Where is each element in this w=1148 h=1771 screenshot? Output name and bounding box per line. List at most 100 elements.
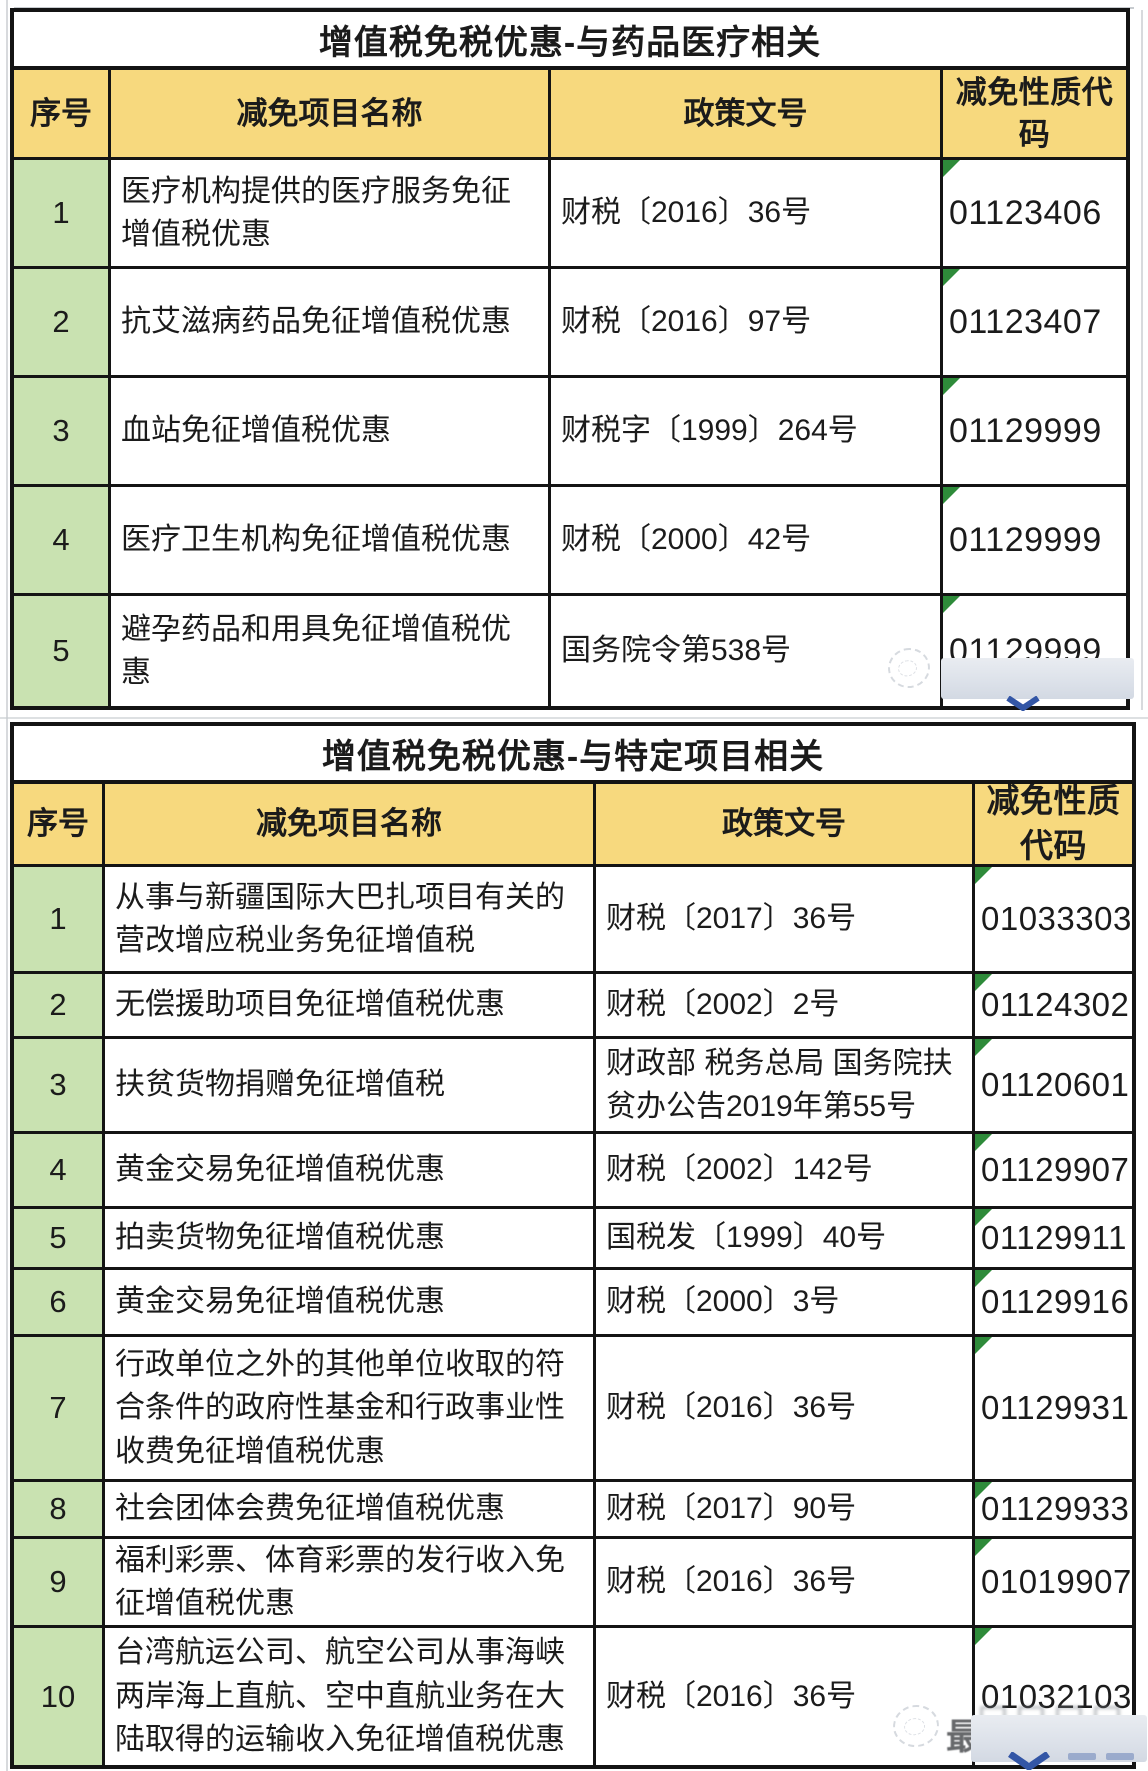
- code-cell[interactable]: 01019907: [975, 1539, 1132, 1625]
- policy-doc-cell[interactable]: 财税〔2016〕36号: [551, 160, 943, 266]
- table-row: 2 无偿援助项目免征增值税优惠 财税〔2002〕2号 01124302: [14, 974, 1132, 1039]
- policy-doc-cell[interactable]: 国税发〔1999〕40号: [596, 1209, 975, 1267]
- policy-doc-cell[interactable]: 财税〔2002〕2号: [596, 974, 975, 1036]
- project-name-cell[interactable]: 抗艾滋病药品免征增值税优惠: [111, 269, 551, 375]
- code-value: 01124302: [981, 986, 1130, 1023]
- table2-title-cell[interactable]: 增值税免税优惠-与特定项目相关: [14, 726, 1132, 784]
- header-cell-name[interactable]: 减免项目名称: [105, 784, 596, 864]
- policy-doc-cell[interactable]: 财税〔2016〕97号: [551, 269, 943, 375]
- row-index-cell[interactable]: 6: [14, 1270, 105, 1334]
- blur-redaction-patch: [941, 658, 1134, 699]
- project-name-cell[interactable]: 从事与新疆国际大巴扎项目有关的营改增应税业务免征增值税: [105, 867, 596, 971]
- policy-doc-cell[interactable]: 财税〔2000〕3号: [596, 1270, 975, 1334]
- row-index-cell[interactable]: 3: [14, 378, 111, 484]
- code-cell[interactable]: 01129931: [975, 1337, 1132, 1479]
- gridline-left: [6, 0, 8, 1771]
- header-cell-code[interactable]: 减免性质代码: [955, 74, 1114, 152]
- project-name-cell[interactable]: 扶贫货物捐赠免征增值税: [105, 1039, 596, 1131]
- row-index-cell[interactable]: 9: [14, 1539, 105, 1625]
- row-index-cell[interactable]: 3: [14, 1039, 105, 1131]
- code-cell[interactable]: 01129911: [975, 1209, 1132, 1267]
- table-row: 3 血站免征增值税优惠 财税字〔1999〕264号 01129999: [14, 378, 1126, 487]
- row-index-cell[interactable]: 8: [14, 1482, 105, 1536]
- project-name-cell[interactable]: 黄金交易免征增值税优惠: [105, 1270, 596, 1334]
- row-index-cell[interactable]: 1: [14, 160, 111, 266]
- table-row: 5 拍卖货物免征增值税优惠 国税发〔1999〕40号 01129911: [14, 1209, 1132, 1270]
- code-cell[interactable]: 01033303: [975, 867, 1132, 971]
- error-indicator-triangle-icon: [975, 1134, 992, 1151]
- project-name-cell[interactable]: 台湾航运公司、航空公司从事海峡两岸海上直航、空中直航业务在大陆取得的运输收入免征…: [105, 1628, 596, 1765]
- code-value: 01123407: [949, 302, 1102, 341]
- error-indicator-triangle-icon: [943, 596, 960, 613]
- table-row: 3 扶贫货物捐赠免征增值税 财政部 税务总局 国务院扶贫办公告2019年第55号…: [14, 1039, 1132, 1134]
- header-cell-no[interactable]: 序号: [14, 784, 105, 864]
- header-cell-no[interactable]: 序号: [14, 70, 111, 157]
- error-indicator-triangle-icon: [975, 974, 992, 991]
- policy-doc-cell[interactable]: 国务院令第538号: [551, 596, 943, 706]
- table-row: 5 避孕药品和用具免征增值税优惠 国务院令第538号 01129999: [14, 596, 1126, 706]
- project-name-cell[interactable]: 避孕药品和用具免征增值税优惠: [111, 596, 551, 706]
- project-name-cell[interactable]: 黄金交易免征增值税优惠: [105, 1134, 596, 1206]
- code-value: 01129999: [949, 520, 1102, 559]
- project-name-cell[interactable]: 福利彩票、体育彩票的发行收入免征增值税优惠: [105, 1539, 596, 1625]
- table-row: 9 福利彩票、体育彩票的发行收入免征增值税优惠 财税〔2016〕36号 0101…: [14, 1539, 1132, 1628]
- error-indicator-triangle-icon: [943, 269, 960, 286]
- blue-chevron-icon: [1008, 1752, 1050, 1770]
- code-value: 01129907: [981, 1151, 1130, 1188]
- error-indicator-triangle-icon: [943, 378, 960, 395]
- project-name-cell[interactable]: 社会团体会费免征增值税优惠: [105, 1482, 596, 1536]
- code-cell[interactable]: 01123406: [943, 160, 1126, 266]
- policy-doc-cell[interactable]: 财税〔2000〕42号: [551, 487, 943, 593]
- policy-doc-cell[interactable]: 财税字〔1999〕264号: [551, 378, 943, 484]
- code-cell[interactable]: 01129907: [975, 1134, 1132, 1206]
- row-index-cell[interactable]: 2: [14, 269, 111, 375]
- header-cell-policy[interactable]: 政策文号: [596, 784, 975, 864]
- policy-doc-cell[interactable]: 财税〔2017〕90号: [596, 1482, 975, 1536]
- table-medical-vat-exemptions: 增值税免税优惠-与药品医疗相关 序号 减免项目名称 政策文号 减免性质代码 1 …: [10, 8, 1130, 710]
- row-index-cell[interactable]: 7: [14, 1337, 105, 1479]
- code-value: 01033303: [981, 900, 1132, 937]
- code-value: 01129933: [981, 1490, 1130, 1527]
- table-row: 1 医疗机构提供的医疗服务免征增值税优惠 财税〔2016〕36号 0112340…: [14, 160, 1126, 269]
- error-indicator-triangle-icon: [975, 1270, 992, 1287]
- project-name-cell[interactable]: 无偿援助项目免征增值税优惠: [105, 974, 596, 1036]
- row-index-cell[interactable]: 10: [14, 1628, 105, 1765]
- gridline-right: [1141, 10, 1143, 710]
- code-cell[interactable]: 01124302: [975, 974, 1132, 1036]
- project-name-cell[interactable]: 医疗卫生机构免征增值税优惠: [111, 487, 551, 593]
- code-cell[interactable]: 01120601: [975, 1039, 1132, 1131]
- row-index-cell[interactable]: 2: [14, 974, 105, 1036]
- row-index-cell[interactable]: 1: [14, 867, 105, 971]
- policy-doc-cell[interactable]: 财税〔2016〕36号: [596, 1628, 975, 1765]
- table2-header-row: 序号 减免项目名称 政策文号 减免性质代码: [14, 784, 1132, 867]
- policy-doc-cell[interactable]: 财税〔2016〕36号: [596, 1337, 975, 1479]
- row-index-cell[interactable]: 5: [14, 596, 111, 706]
- policy-doc-cell[interactable]: 财政部 税务总局 国务院扶贫办公告2019年第55号: [596, 1039, 975, 1131]
- blue-chevron-icon: [1006, 696, 1040, 711]
- header-cell-name[interactable]: 减免项目名称: [111, 70, 551, 157]
- row-index-cell[interactable]: 4: [14, 487, 111, 593]
- code-value: 01120601: [981, 1066, 1130, 1103]
- project-name-cell[interactable]: 行政单位之外的其他单位收取的符合条件的政府性基金和行政事业性收费免征增值税优惠: [105, 1337, 596, 1479]
- table1-title-cell[interactable]: 增值税免税优惠-与药品医疗相关: [14, 12, 1126, 70]
- row-index-cell[interactable]: 5: [14, 1209, 105, 1267]
- watermark-blue-marks: [1068, 1753, 1134, 1760]
- row-index-cell[interactable]: 4: [14, 1134, 105, 1206]
- code-cell[interactable]: 01129916: [975, 1270, 1132, 1334]
- code-cell[interactable]: 01129999: [943, 378, 1126, 484]
- code-value: 01129931: [981, 1389, 1130, 1426]
- error-indicator-triangle-icon: [975, 1482, 992, 1499]
- code-value: 01123406: [949, 193, 1102, 232]
- code-cell[interactable]: 01129933: [975, 1482, 1132, 1536]
- policy-doc-cell[interactable]: 财税〔2017〕36号: [596, 867, 975, 971]
- policy-doc-cell[interactable]: 财税〔2002〕142号: [596, 1134, 975, 1206]
- project-name-cell[interactable]: 血站免征增值税优惠: [111, 378, 551, 484]
- code-cell[interactable]: 01129999: [943, 487, 1126, 593]
- code-cell[interactable]: 01123407: [943, 269, 1126, 375]
- project-name-cell[interactable]: 拍卖货物免征增值税优惠: [105, 1209, 596, 1267]
- header-cell-code[interactable]: 减免性质代码: [986, 784, 1121, 864]
- header-cell-policy[interactable]: 政策文号: [551, 70, 943, 157]
- project-name-cell[interactable]: 医疗机构提供的医疗服务免征增值税优惠: [111, 160, 551, 266]
- policy-doc-cell[interactable]: 财税〔2016〕36号: [596, 1539, 975, 1625]
